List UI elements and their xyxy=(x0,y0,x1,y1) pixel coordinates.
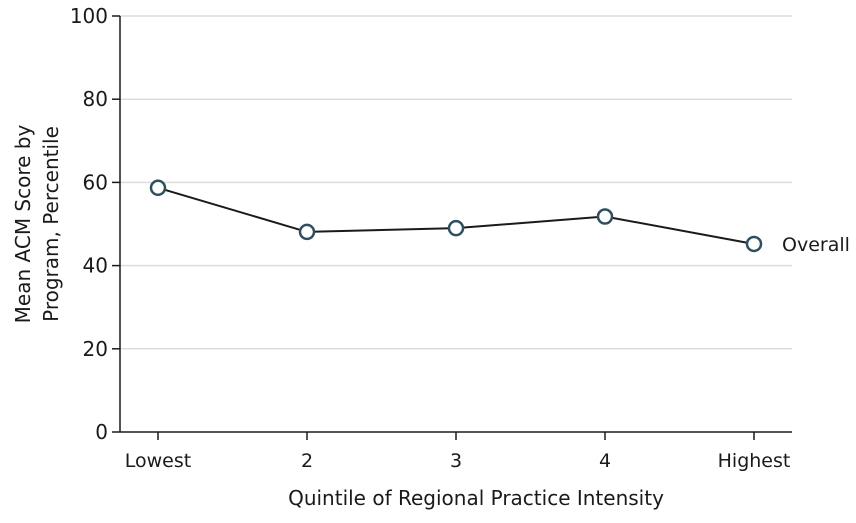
x-tick-label: 3 xyxy=(450,450,462,472)
x-tick-label: Lowest xyxy=(125,450,191,472)
data-point-marker xyxy=(596,208,614,225)
data-point-marker xyxy=(298,223,316,241)
y-tick-label: 60 xyxy=(83,170,108,194)
data-point-marker xyxy=(149,179,167,197)
series-label: Overall xyxy=(782,234,850,256)
x-tick-label: 4 xyxy=(599,450,611,472)
y-axis-title-line: Program, Percentile xyxy=(39,126,63,322)
x-tick-label: Highest xyxy=(718,450,791,472)
x-tick-label: 2 xyxy=(301,450,313,472)
y-tick-label: 40 xyxy=(83,254,108,278)
x-axis-title: Quintile of Regional Practice Intensity xyxy=(288,486,664,510)
data-point-marker xyxy=(447,219,465,237)
y-tick-label: 0 xyxy=(95,420,108,444)
y-axis-title-line: Mean ACM Score by xyxy=(11,125,35,324)
y-tick-label: 20 xyxy=(83,337,108,361)
y-tick-label: 80 xyxy=(83,87,108,111)
y-tick-label: 100 xyxy=(70,4,108,28)
data-point-marker xyxy=(745,235,763,253)
